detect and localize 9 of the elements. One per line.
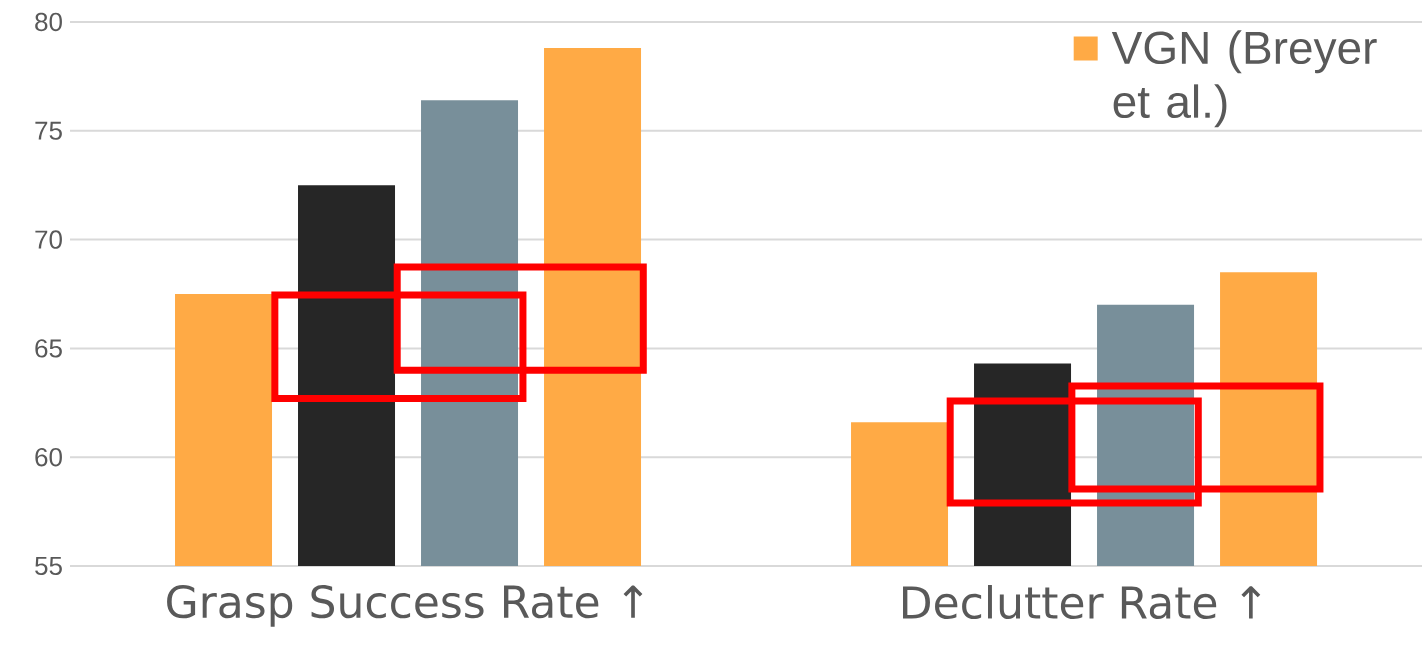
y-tick-label: 60 [35, 447, 62, 467]
y-tick-label: 65 [35, 339, 62, 358]
x-tick-label: Grasp Success Rate ↑ [167, 585, 643, 627]
y-tick-label: 80 [35, 12, 62, 32]
y-tick-label: 75 [35, 121, 62, 140]
x-tick-label: Declutter Rate ↑ [903, 585, 1261, 620]
legend-label: VGN (Breyer et al.) [1111, 30, 1377, 128]
y-tick-label: 55 [35, 556, 62, 576]
y-tick-label: 70 [35, 230, 62, 249]
